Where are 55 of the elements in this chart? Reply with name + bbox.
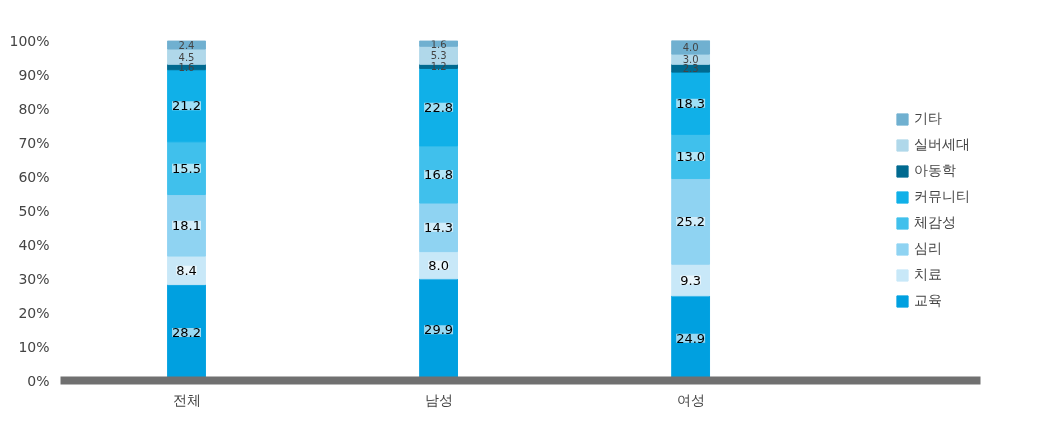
legend-label: 실버세대 [914,136,970,154]
data-label: 9.3 [680,272,701,288]
bar [167,69,206,143]
bar [167,255,206,286]
legend-label: 커뮤니티 [914,188,970,206]
bar [671,133,711,180]
data-label: 25.2 [676,213,706,229]
legend-label: 심리 [914,240,942,258]
bar [671,71,711,135]
data-label: 15.5 [172,160,202,176]
y-tick-label: 50% [18,202,50,219]
legend-label: 교육 [914,292,942,310]
bar [167,141,206,196]
bar [419,145,458,204]
data-label: 3.0 [682,54,699,66]
data-label: 1.6 [430,38,447,50]
x-tick-label: 여성 [676,391,705,408]
bar [419,251,458,280]
data-label: 13.0 [676,148,706,164]
data-label: 29.9 [424,322,454,338]
x-tick-label: 남성 [424,391,453,408]
legend-label: 치료 [914,266,942,284]
data-label: 4.0 [682,42,699,54]
data-label: 14.3 [424,219,454,235]
y-tick-label: 100% [9,32,50,49]
legend-label: 아동학 [914,162,956,180]
data-label: 8.4 [176,262,197,278]
data-label: 18.1 [172,217,202,233]
y-tick-label: 90% [18,66,50,83]
y-tick-label: 30% [18,270,50,287]
bar [167,194,206,257]
data-label: 22.8 [424,99,454,115]
x-tick-label: 전체 [172,391,201,408]
data-label: 2.4 [178,39,195,51]
data-label: 21.2 [172,98,202,114]
y-tick-label: 10% [18,338,50,355]
bar [419,202,458,253]
y-tick-label: 0% [27,372,50,389]
data-label: 2.3 [682,63,699,75]
data-label: 28.2 [172,325,202,341]
data-label: 5.3 [430,50,447,62]
bar [671,263,711,297]
y-tick-label: 70% [18,134,50,151]
data-label: 24.9 [676,330,706,346]
y-tick-label: 20% [18,304,50,321]
data-label: 4.5 [178,51,195,63]
y-tick-label: 40% [18,236,50,253]
legend-label: 기타 [914,110,942,128]
data-label: 18.3 [676,95,706,111]
data-label: 16.8 [424,166,454,182]
legend-label: 체감성 [914,214,956,232]
bar [671,178,711,265]
y-tick-label: 60% [18,168,50,185]
data-label: 8.0 [428,257,449,273]
y-tick-label: 80% [18,100,50,117]
